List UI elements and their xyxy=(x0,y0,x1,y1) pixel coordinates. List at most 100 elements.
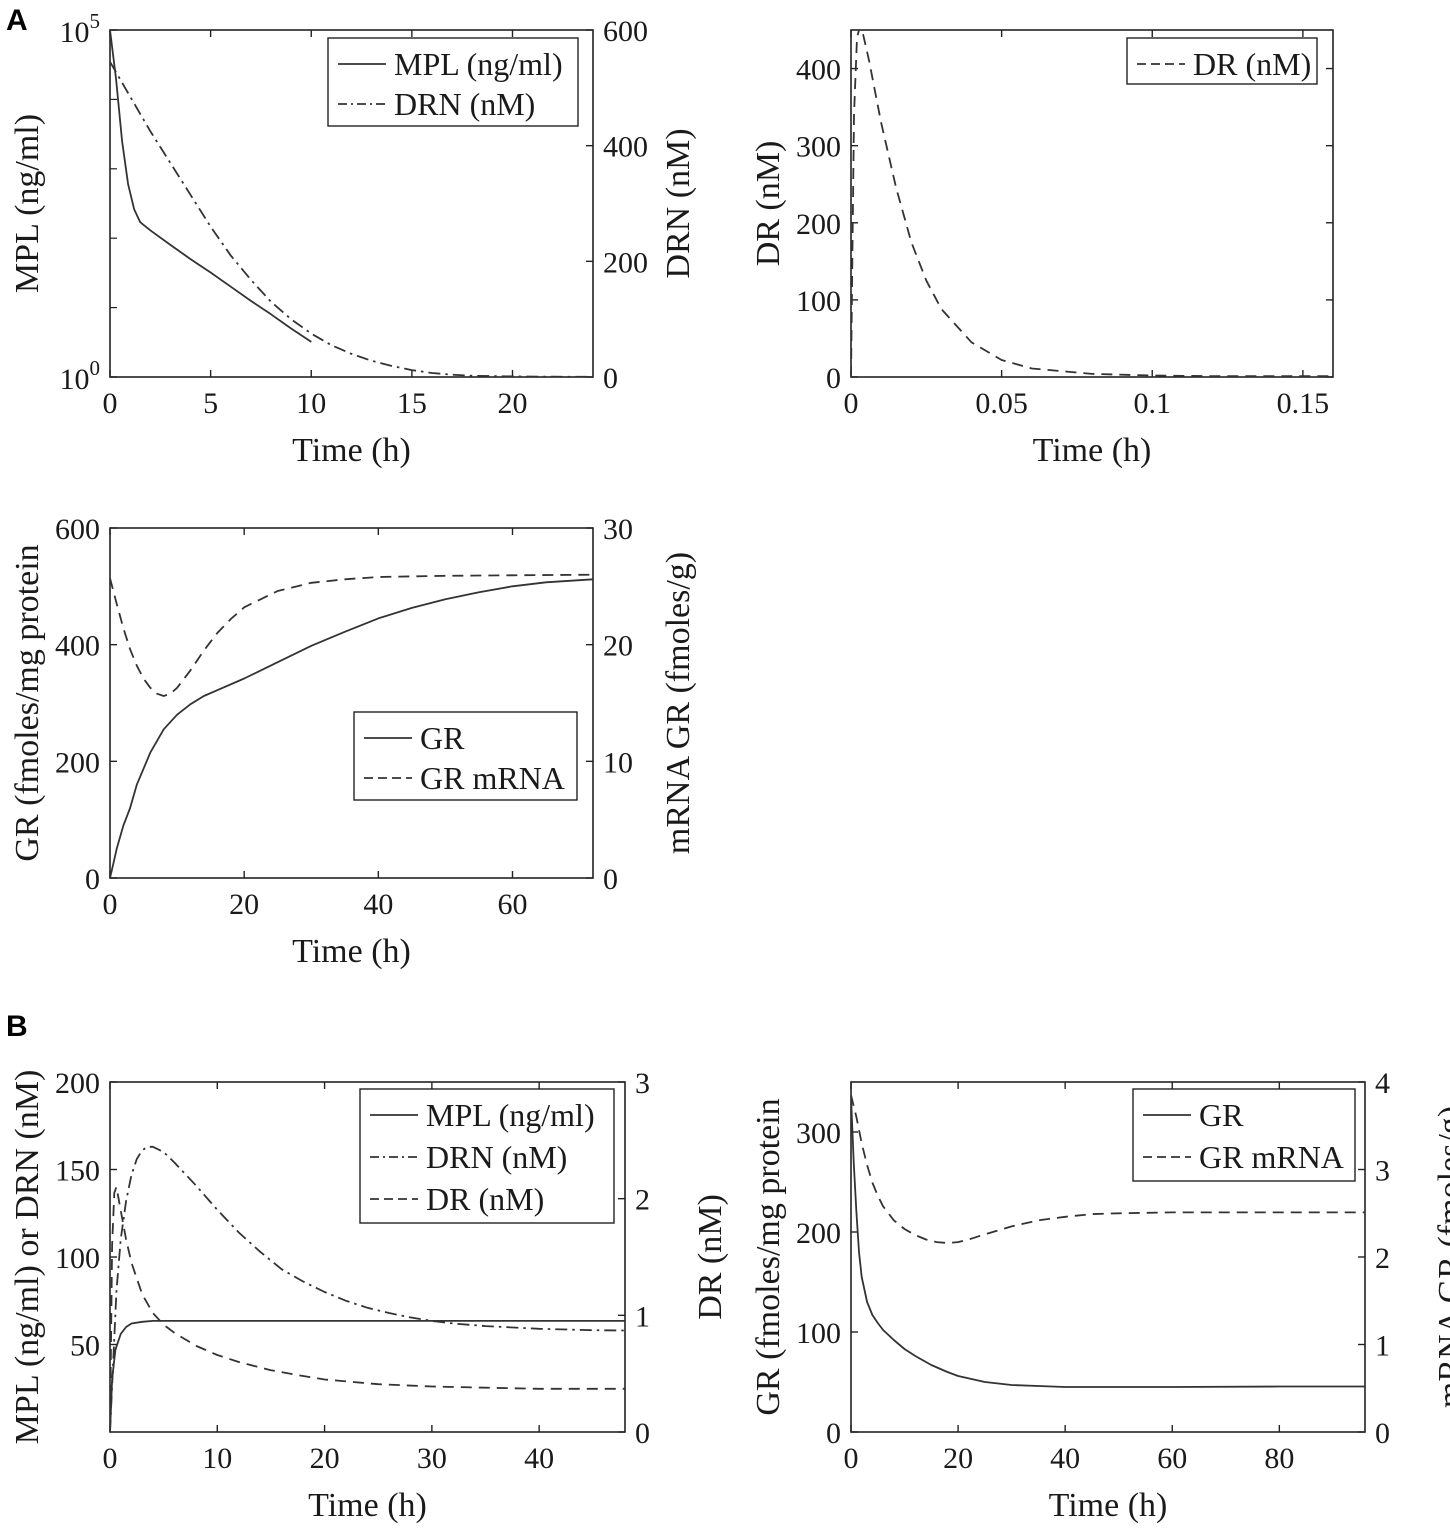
x-tick-label: 15 xyxy=(397,387,427,420)
legend: GR GR mRNA xyxy=(353,711,578,801)
series-line-dr-nm xyxy=(851,30,1333,377)
x-tick-label: 0 xyxy=(103,387,118,420)
plot-frame xyxy=(109,29,594,378)
x-tick-label: 40 xyxy=(363,888,393,921)
legend-label: GR xyxy=(1199,1097,1244,1133)
y-axis-label: MPL (ng/ml) xyxy=(9,114,46,293)
x-axis-label: Time (h) xyxy=(292,933,411,970)
y-tick-label: 200 xyxy=(796,208,841,241)
chart-b2: 0 20 40 60 80 0 100 200 300 0 1 2 3 4 Time (h) GR (fmol… xyxy=(750,1067,1450,1524)
y-tick-label: 200 xyxy=(55,1067,100,1100)
y-axis-label: DR (nM) xyxy=(750,141,787,267)
x-tick-label: 10 xyxy=(202,1442,232,1475)
plot-frame xyxy=(850,29,1334,378)
legend: DR (nM) xyxy=(1126,37,1318,85)
legend-box xyxy=(1126,37,1318,85)
legend-label: MPL (ng/ml) xyxy=(426,1097,595,1133)
legend: MPL (ng/ml) DRN (nM) xyxy=(327,37,579,127)
y2-tick-label: 1 xyxy=(635,1300,650,1333)
y2-tick-label: 600 xyxy=(603,15,648,48)
y2-tick-label: 2 xyxy=(1375,1242,1390,1275)
y-axis-label: MPL (ng/ml) or DRN (nM) xyxy=(9,1070,46,1445)
y-tick-label: 50 xyxy=(70,1330,100,1363)
y-tick-label: 0 xyxy=(826,362,841,395)
y2-axis-label: DRN (nM) xyxy=(660,128,697,278)
legend-label: DRN (nM) xyxy=(426,1139,567,1175)
series-line-gr xyxy=(851,1096,1365,1388)
series-layer xyxy=(110,1145,625,1432)
series-layer xyxy=(851,30,1333,377)
y-tick-label: 100 xyxy=(796,1317,841,1350)
y2-tick-label: 0 xyxy=(635,1417,650,1450)
y-tick-label: 100 xyxy=(55,1242,100,1275)
chart-b1: 0 10 20 30 40 50 100 150 200 0 1 2 3 Time (h) MPL (ng/… xyxy=(9,1067,729,1524)
y2-tick-label: 0 xyxy=(603,863,618,896)
legend-box xyxy=(327,37,579,127)
x-tick-label: 40 xyxy=(524,1442,554,1475)
x-tick-label: 20 xyxy=(943,1442,973,1475)
legend: MPL (ng/ml) DRN (nM) DR (nM) xyxy=(359,1088,615,1224)
legend-label: GR mRNA xyxy=(420,760,565,796)
x-tick-label: 0 xyxy=(103,1442,118,1475)
legend-box xyxy=(359,1088,615,1224)
y-tick-label: 300 xyxy=(796,1117,841,1150)
y-tick-label: 0 xyxy=(826,1417,841,1450)
x-tick-label: 80 xyxy=(1264,1442,1294,1475)
series-line-mpl-ng-ml xyxy=(110,30,312,343)
x-tick-label: 0.1 xyxy=(1134,387,1172,420)
y2-tick-label: 3 xyxy=(1375,1155,1390,1188)
y2-tick-label: 1 xyxy=(1375,1330,1390,1363)
y2-tick-label: 3 xyxy=(635,1067,650,1100)
x-tick-label: 30 xyxy=(417,1442,447,1475)
panel-label-b: B xyxy=(6,1010,28,1043)
x-tick-label: 20 xyxy=(498,387,528,420)
x-tick-label: 40 xyxy=(1050,1442,1080,1475)
y-tick-label: 300 xyxy=(796,131,841,164)
y2-tick-label: 200 xyxy=(603,246,648,279)
x-tick-label: 10 xyxy=(296,387,326,420)
y-tick-label: 150 xyxy=(55,1155,100,1188)
x-tick-label: 5 xyxy=(203,387,218,420)
series-layer xyxy=(110,573,593,878)
x-tick-label: 0 xyxy=(844,1442,859,1475)
legend-label: DR (nM) xyxy=(426,1181,544,1217)
y2-tick-label: 10 xyxy=(603,746,633,779)
series-layer xyxy=(110,30,593,377)
series-line-drn-nm xyxy=(110,1145,625,1432)
y2-axis-label: mRNA GR (fmoles/g) xyxy=(1432,1106,1450,1408)
x-tick-label: 20 xyxy=(310,1442,340,1475)
chart-a2: 0 0.05 0.1 0.15 0 100 200 300 400 Time (h) DR (nM)… xyxy=(750,29,1334,469)
y-tick-label: 200 xyxy=(55,746,100,779)
legend-label: MPL (ng/ml) xyxy=(394,46,563,82)
x-tick-label: 60 xyxy=(1157,1442,1187,1475)
series-line-gr-mrna xyxy=(110,573,593,697)
x-axis-label: Time (h) xyxy=(1033,432,1152,469)
x-tick-label: 0 xyxy=(103,888,118,921)
x-axis-label: Time (h) xyxy=(292,432,411,469)
legend-box xyxy=(353,711,578,801)
y-tick-label: 105 xyxy=(60,9,101,49)
y-tick-label: 100 xyxy=(60,356,101,396)
y-axis-label: GR (fmoles/mg protein xyxy=(750,1098,787,1415)
y2-axis-label: DR (nM) xyxy=(692,1194,729,1320)
y2-tick-label: 20 xyxy=(603,630,633,663)
y2-tick-label: 30 xyxy=(603,513,633,546)
y2-tick-label: 0 xyxy=(603,362,618,395)
x-tick-label: 0.05 xyxy=(975,387,1028,420)
x-tick-label: 0.15 xyxy=(1277,387,1330,420)
legend-label: DRN (nM) xyxy=(394,86,535,122)
legend-label: GR xyxy=(420,720,465,756)
y2-tick-label: 2 xyxy=(635,1184,650,1217)
panel-label-a: A xyxy=(6,4,28,37)
x-axis-label: Time (h) xyxy=(308,1487,427,1524)
legend: GR GR mRNA xyxy=(1132,1088,1356,1182)
y2-tick-label: 4 xyxy=(1375,1067,1390,1100)
y-tick-label: 400 xyxy=(55,630,100,663)
y-tick-label: 400 xyxy=(796,54,841,87)
x-tick-label: 20 xyxy=(229,888,259,921)
series-line-mpl-ng-ml xyxy=(110,1320,625,1432)
x-tick-label: 0 xyxy=(844,387,859,420)
